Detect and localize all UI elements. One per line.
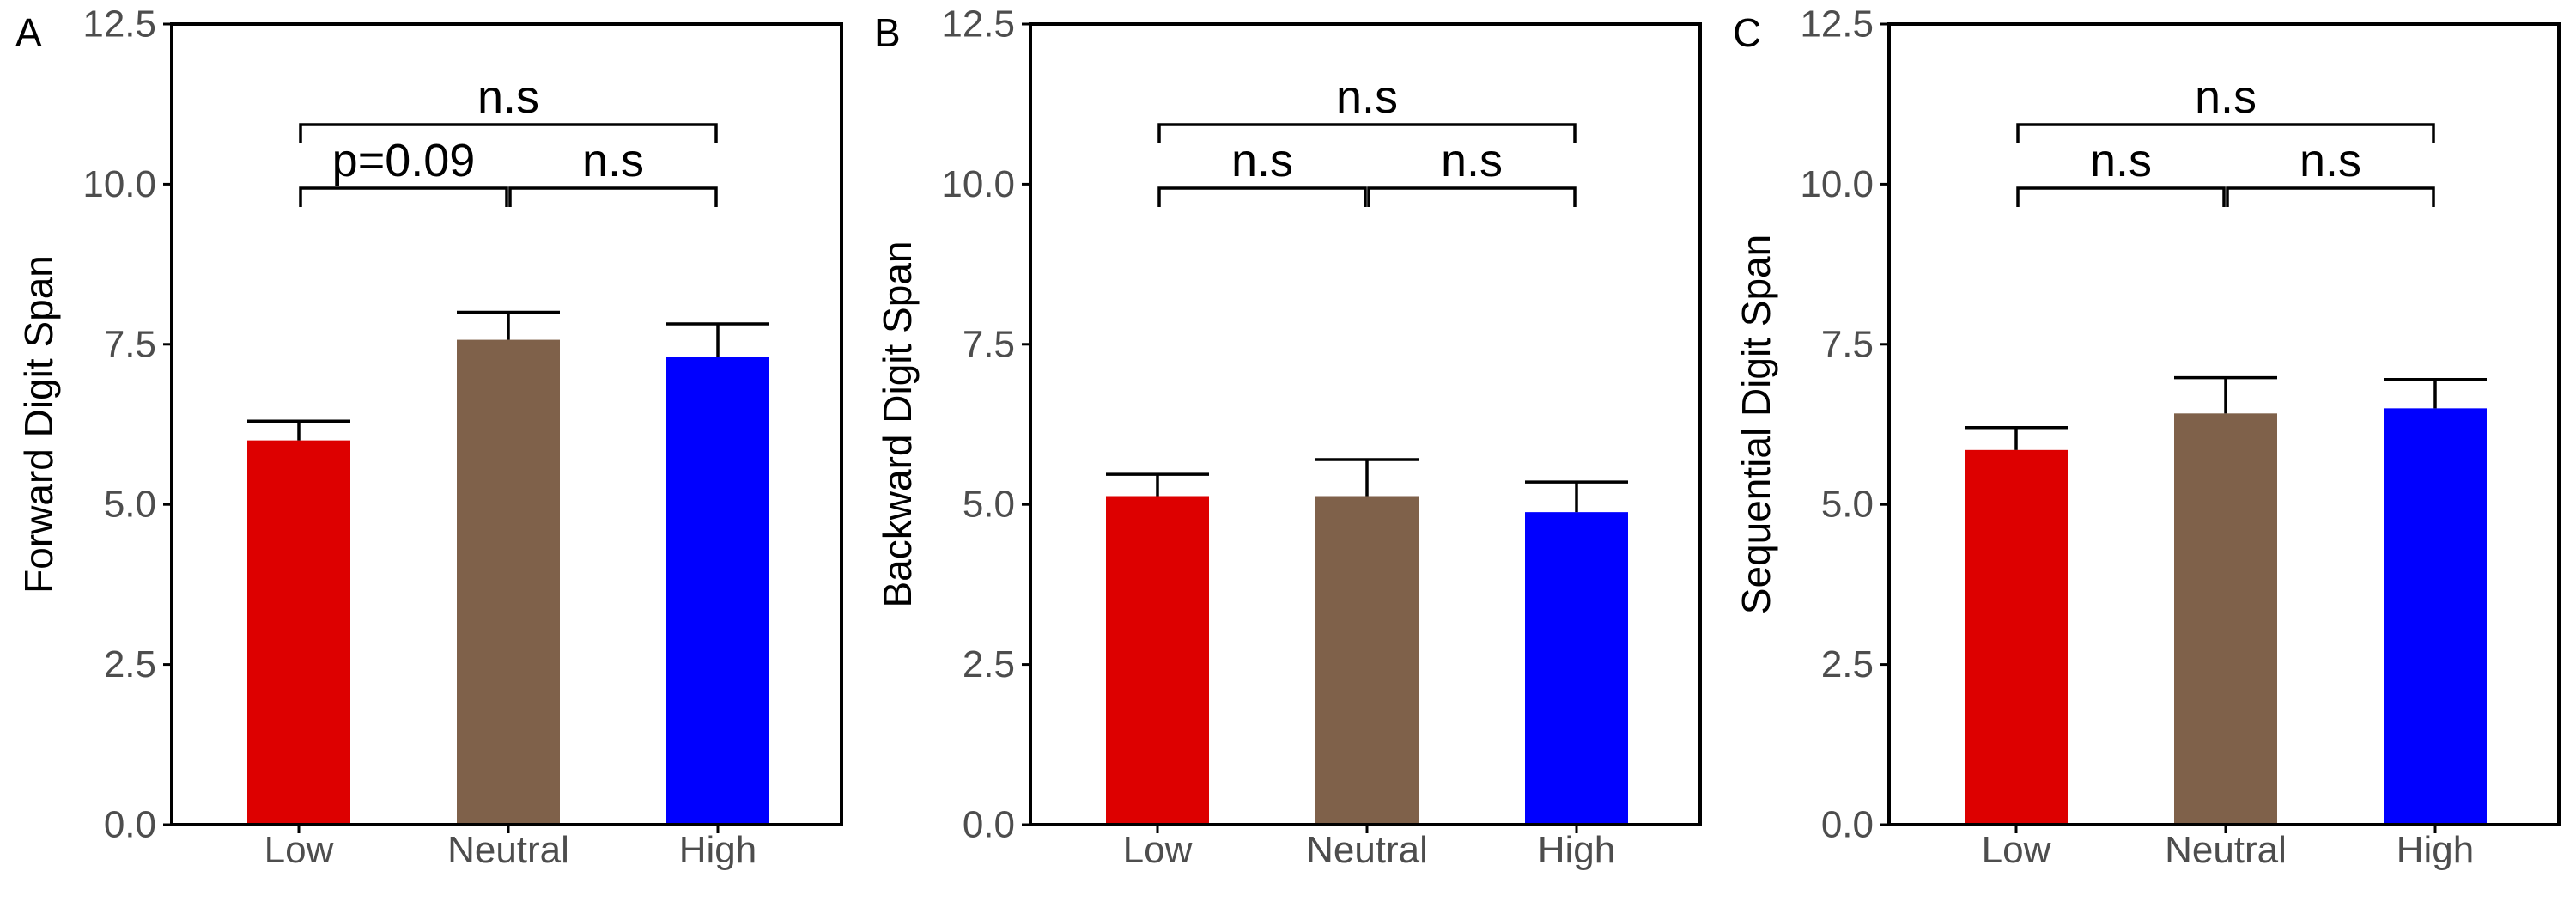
significance-label: n.s — [1441, 135, 1503, 186]
significance-label: n.s — [2300, 135, 2361, 186]
significance-bracket — [299, 123, 718, 143]
panel-b: B Backward Digit Span 0.0 2.5 5.0 7.5 10.0 12.5… — [874, 3, 1702, 871]
x-tick-label: High — [2397, 829, 2475, 871]
y-tick-label: 0.0 — [1821, 804, 1874, 846]
y-tick-label: 7.5 — [1821, 323, 1874, 365]
x-tick-label: Low — [1982, 829, 2051, 871]
bar-low — [1106, 496, 1209, 825]
significance-label: n.s — [477, 71, 539, 123]
bar-low — [1965, 449, 2068, 825]
bar-neutral — [2174, 413, 2277, 825]
panel-tag: C — [1733, 10, 1761, 55]
significance-label: n.s — [2195, 71, 2257, 123]
significance-label: n.s — [582, 135, 644, 186]
panel-c: C Sequential Digit Span 0.0 2.5 5.0 7.5 10.0 12… — [1733, 3, 2561, 871]
significance-bracket — [1157, 123, 1577, 143]
y-axis-title: Forward Digit Span — [16, 255, 61, 594]
y-tick-label: 2.5 — [1821, 643, 1874, 686]
bar-high — [666, 357, 769, 825]
x-tick-label: Low — [264, 829, 334, 871]
y-tick-label: 10.0 — [1800, 163, 1874, 205]
bar-neutral — [1315, 496, 1419, 825]
x-tick-label: Neutral — [447, 829, 569, 871]
plot-frame — [1029, 22, 1702, 826]
plot-frame — [1887, 22, 2561, 826]
x-tick-label: Low — [1123, 829, 1193, 871]
significance-label: n.s — [1231, 135, 1293, 186]
bar-low — [247, 440, 350, 825]
bar-high — [1525, 512, 1628, 825]
bar-high — [2384, 408, 2487, 825]
panel-tag: A — [15, 10, 42, 55]
plot-frame — [170, 22, 843, 826]
y-tick-label: 10.0 — [941, 163, 1015, 205]
y-tick-label: 5.0 — [963, 484, 1015, 526]
y-tick-label: 0.0 — [104, 804, 156, 846]
significance-bracket — [2226, 186, 2435, 207]
significance-bracket — [2016, 123, 2435, 143]
y-tick-label: 2.5 — [104, 643, 156, 686]
significance-label: p=0.09 — [332, 135, 476, 186]
y-axis-title: Sequential Digit Span — [1734, 235, 1778, 614]
x-tick-label: High — [679, 829, 757, 871]
y-tick-label: 12.5 — [941, 3, 1015, 46]
y-tick-label: 12.5 — [82, 3, 156, 46]
y-tick-label: 7.5 — [963, 323, 1015, 365]
x-tick-label: High — [1538, 829, 1616, 871]
y-tick-label: 2.5 — [963, 643, 1015, 686]
y-tick-label: 0.0 — [963, 804, 1015, 846]
y-tick-label: 10.0 — [82, 163, 156, 205]
significance-bracket — [508, 186, 718, 207]
significance-bracket — [1157, 186, 1367, 207]
y-axis-title: Backward Digit Span — [875, 241, 920, 608]
significance-bracket — [299, 186, 508, 207]
significance-bracket — [2016, 186, 2226, 207]
significance-bracket — [1367, 186, 1577, 207]
bar-neutral — [457, 339, 560, 825]
y-tick-label: 5.0 — [104, 484, 156, 526]
y-tick-label: 12.5 — [1800, 3, 1874, 46]
x-tick-label: Neutral — [1306, 829, 1428, 871]
significance-label: n.s — [1336, 71, 1398, 123]
y-tick-label: 5.0 — [1821, 484, 1874, 526]
significance-label: n.s — [2090, 135, 2152, 186]
x-tick-label: Neutral — [2165, 829, 2287, 871]
panel-a: A Forward Digit Span 0.0 2.5 5.0 7.5 10.0 12.5 L… — [15, 3, 843, 871]
panel-tag: B — [874, 10, 901, 55]
y-tick-label: 7.5 — [104, 323, 156, 365]
